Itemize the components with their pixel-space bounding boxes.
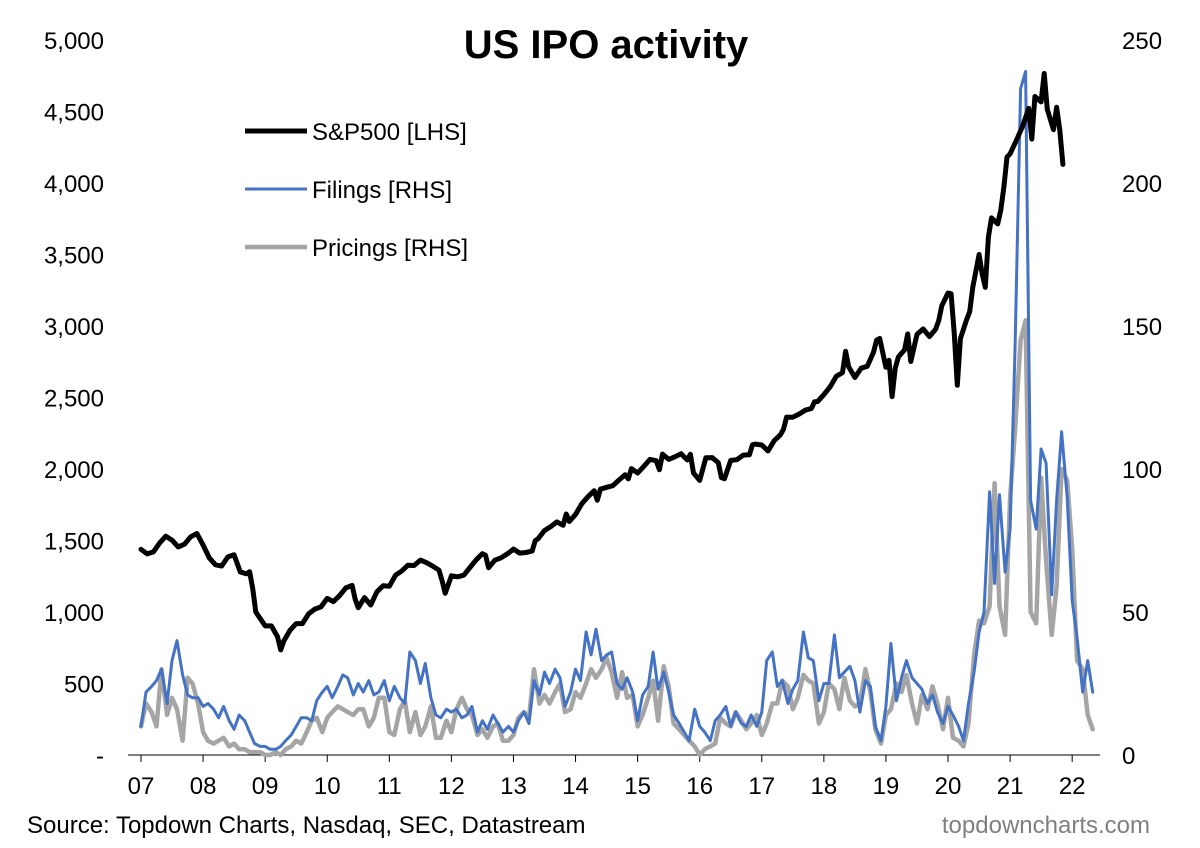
left-tick-label: 2,000 — [44, 457, 104, 484]
left-tick-label: 4,000 — [44, 171, 104, 198]
left-tick-label: 500 — [64, 672, 104, 699]
x-tick-label: 11 — [377, 773, 402, 800]
legend: S&P500 [LHS] Filings [RHS] Pricings [RHS] — [245, 119, 468, 262]
left-tick-label: - — [96, 743, 104, 770]
x-tick-label: 14 — [562, 773, 589, 800]
right-tick-label: 100 — [1122, 457, 1162, 484]
left-tick-label: 2,500 — [44, 386, 104, 413]
left-tick-label: 3,500 — [44, 243, 104, 270]
x-tick-label: 16 — [686, 773, 713, 800]
left-tick-label: 3,000 — [44, 314, 104, 341]
left-axis-ticks: - 500 1,000 1,500 2,000 2,500 3,000 3,500 4,000 4… — [44, 28, 104, 770]
x-tick-label: 17 — [748, 773, 775, 800]
right-tick-label: 250 — [1122, 28, 1162, 55]
legend-label: S&P500 [LHS] — [312, 119, 467, 146]
brand-watermark: topdowncharts.com — [941, 812, 1150, 839]
x-tick-label: 22 — [1059, 773, 1086, 800]
right-tick-label: 0 — [1122, 743, 1135, 770]
x-tick-label: 20 — [935, 773, 962, 800]
x-tick-label: 18 — [811, 773, 838, 800]
right-tick-label: 50 — [1122, 600, 1149, 627]
x-tick-label: 08 — [190, 773, 217, 800]
right-axis-ticks: 0 50 100 150 200 250 — [1122, 28, 1162, 770]
legend-label: Filings [RHS] — [312, 177, 452, 204]
left-tick-label: 1,500 — [44, 529, 104, 556]
legend-label: Pricings [RHS] — [312, 235, 468, 262]
left-tick-label: 5,000 — [44, 28, 104, 55]
source-note: Source: Topdown Charts, Nasdaq, SEC, Dat… — [27, 812, 586, 839]
series-line-0 — [138, 71, 1066, 653]
right-tick-label: 150 — [1122, 314, 1162, 341]
series-lines — [138, 70, 1095, 758]
x-tick-label: 15 — [624, 773, 651, 800]
right-tick-label: 200 — [1122, 171, 1162, 198]
x-tick-label: 12 — [438, 773, 465, 800]
x-axis-ticks: 07 08 09 10 11 12 13 14 15 16 17 18 19 20 21 22 — [128, 755, 1086, 800]
x-tick-label: 09 — [252, 773, 279, 800]
x-tick-label: 10 — [314, 773, 341, 800]
x-tick-label: 13 — [500, 773, 527, 800]
x-tick-label: 19 — [873, 773, 900, 800]
chart-title: US IPO activity — [464, 23, 749, 67]
series-line-1 — [139, 70, 1095, 751]
left-tick-label: 1,000 — [44, 600, 104, 627]
left-tick-label: 4,500 — [44, 100, 104, 127]
x-tick-label: 07 — [128, 773, 155, 800]
series-line-2 — [138, 318, 1095, 758]
x-tick-label: 21 — [997, 773, 1024, 800]
